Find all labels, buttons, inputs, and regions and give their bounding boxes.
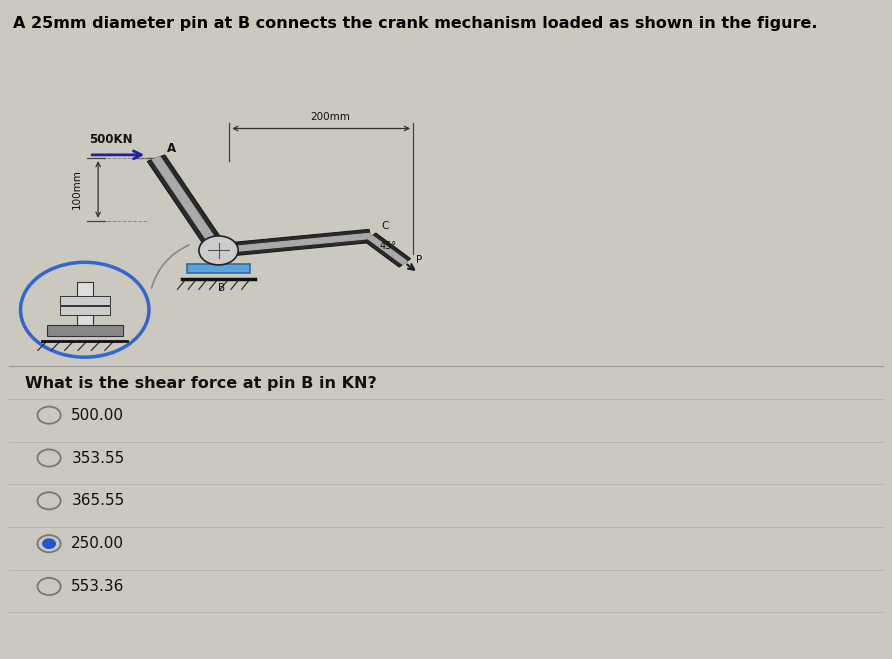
Text: B: B [218,283,225,293]
Text: C: C [381,221,388,231]
Polygon shape [153,157,222,252]
Polygon shape [368,236,407,264]
Text: 553.36: 553.36 [71,579,125,594]
FancyBboxPatch shape [187,264,250,273]
Text: 250.00: 250.00 [71,536,124,551]
Text: A 25mm diameter pin at B connects the crank mechanism loaded as shown in the fig: A 25mm diameter pin at B connects the cr… [13,16,818,32]
FancyBboxPatch shape [77,283,93,326]
Polygon shape [218,229,371,257]
Text: 500KN: 500KN [89,133,133,146]
Circle shape [199,236,238,265]
Text: 200mm: 200mm [310,112,350,122]
Text: P: P [416,254,422,264]
Polygon shape [147,155,227,254]
FancyBboxPatch shape [60,306,110,316]
Text: 353.55: 353.55 [71,451,125,465]
Text: 500.00: 500.00 [71,408,124,422]
FancyBboxPatch shape [46,326,123,336]
Text: 100mm: 100mm [72,169,82,210]
Text: A: A [167,142,176,155]
Text: 365.55: 365.55 [71,494,125,508]
Text: 45°: 45° [379,241,396,250]
Text: What is the shear force at pin B in KN?: What is the shear force at pin B in KN? [25,376,376,391]
Polygon shape [218,233,371,253]
Polygon shape [365,233,410,267]
Circle shape [43,539,55,548]
FancyBboxPatch shape [60,296,110,305]
